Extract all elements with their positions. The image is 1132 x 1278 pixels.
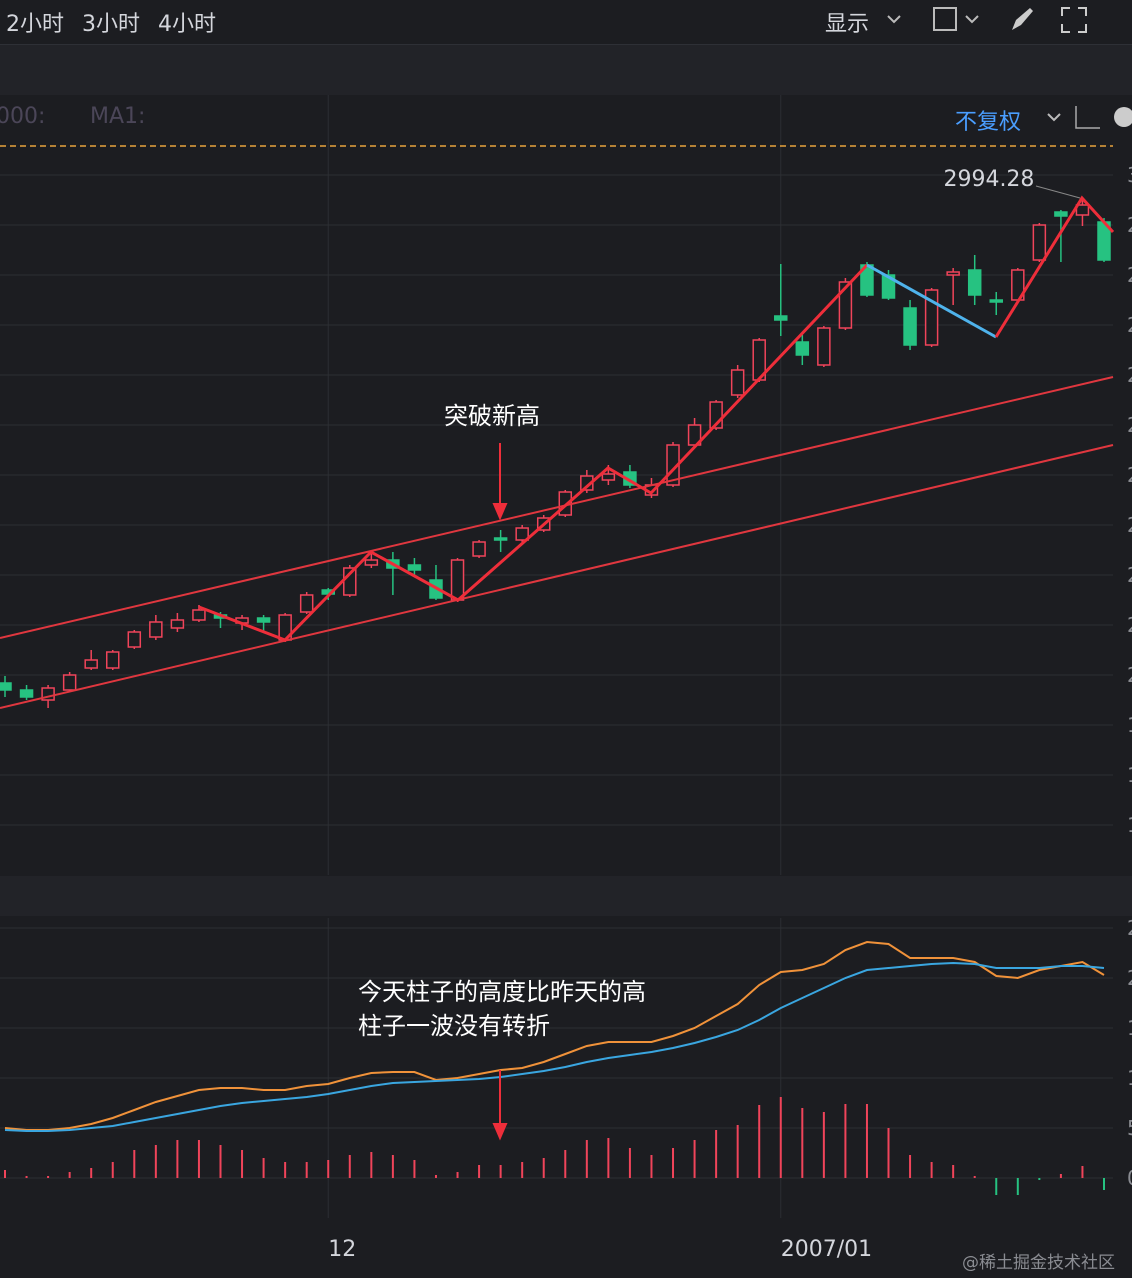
watermark: @稀土掘金技术社区 [962,1253,1115,1273]
interval-tab[interactable]: 2小时 [6,12,64,37]
candle-body [149,621,163,638]
candle-body [774,315,788,321]
y-tick-label: 3040 [1127,163,1132,187]
annotation: 今天柱子的高度比昨天的高 [358,978,646,1006]
max-label: 2994.28 [943,167,1034,192]
candle-body [62,674,77,691]
interval-tab[interactable]: 3小时 [82,12,140,37]
annotation: 柱子一波没有转折 [358,1012,550,1040]
drawings [0,185,1115,1141]
x-tick-label: 12 [328,1237,356,1262]
candle-body [817,327,831,366]
y-tick-label: 2840 [1127,263,1132,287]
y-tick-label: 20 [1127,966,1132,990]
candle-body [838,281,853,329]
indicator-label: MA1: [90,104,146,129]
candle-body [795,341,810,356]
arrow [492,1070,508,1141]
y-tick-label: 1840 [1127,763,1132,787]
shape-icon[interactable] [933,7,957,31]
macd-line [4,961,1105,1132]
candle-body [450,559,465,601]
y-tick-label: 2340 [1127,513,1132,537]
zigzag [994,195,1115,338]
candle-body [256,617,271,623]
candle-body [989,299,1004,303]
y-tick-label: 1940 [1127,713,1132,737]
brush-icon[interactable] [1012,8,1033,30]
channel-line [0,376,1114,639]
y-tick-label: 5 [1127,1116,1132,1140]
arrow [492,443,508,521]
zigzag [866,263,997,339]
channel-line [0,444,1114,709]
y-tick-label: 1740 [1127,813,1132,837]
candle-body [1032,224,1047,261]
zigzag [198,263,869,642]
y-tick-label: 25 [1127,916,1132,940]
candle-body [105,651,120,669]
y-tick-label: 2140 [1127,613,1132,637]
candle-body [601,473,616,481]
candle-body [903,307,917,346]
candle-body [1054,211,1068,217]
chevron[interactable] [887,15,1061,122]
axis-icon[interactable] [1075,106,1100,129]
candle-body [170,619,185,629]
candle-body [299,594,314,613]
candle-body [192,609,206,621]
y-tick-label: 0 [1127,1166,1132,1190]
macd-line [4,940,1105,1131]
y-tick-label: 2540 [1127,413,1132,437]
y-tick-label: 2440 [1127,463,1132,487]
y-tick-label: 2740 [1127,313,1132,337]
leader-line [1035,185,1081,199]
y-tick-label: 2040 [1127,663,1132,687]
candle-body [0,682,12,691]
panel-separator [0,876,1132,916]
tab-band [0,45,1132,95]
candle-body [946,271,960,276]
y-tick-label: 2240 [1127,563,1132,587]
candle-body [493,537,508,541]
candle-body [881,274,896,299]
interval-tab[interactable]: 4小时 [158,12,216,37]
candle-body [127,631,142,648]
candle-body [730,369,745,396]
annotation: 突破新高 [444,402,540,430]
candle-body [1075,204,1090,216]
candle-body [407,564,422,571]
candle-body [84,659,98,669]
display-menu[interactable]: 显示 [825,12,870,37]
adjust-menu[interactable]: 不复权 [955,110,1022,135]
y-tick-label: 2940 [1127,213,1132,237]
candle-body [472,541,486,557]
x-tick-label: 2007/01 [781,1237,872,1262]
candle-body [364,559,379,566]
indicator-label: 000: [0,104,46,129]
y-tick-label: 2640 [1127,363,1132,387]
y-tick-label: 10 [1127,1066,1132,1090]
fullscreen-icon[interactable] [1061,7,1087,33]
y-tick-label: 15 [1127,1016,1132,1040]
menu-icon[interactable] [1114,107,1132,127]
candle-body [967,269,982,296]
candle-body [515,527,529,541]
candle-body [19,689,34,698]
